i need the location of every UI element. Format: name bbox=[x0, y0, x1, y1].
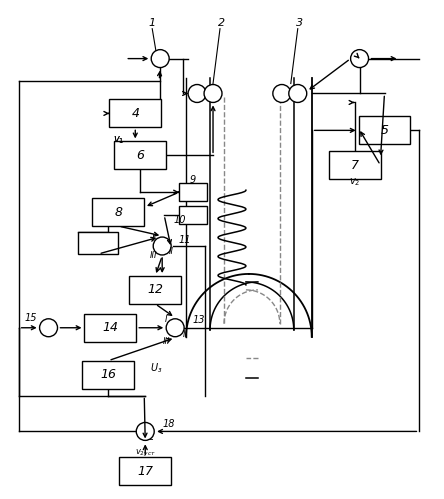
Text: –: – bbox=[147, 435, 153, 445]
Text: 15: 15 bbox=[24, 313, 37, 323]
Text: 4: 4 bbox=[131, 107, 139, 120]
Bar bbox=[79, 232, 118, 254]
Circle shape bbox=[40, 319, 58, 337]
Text: I: I bbox=[165, 315, 167, 324]
Text: 6: 6 bbox=[136, 149, 144, 162]
Circle shape bbox=[204, 84, 222, 102]
Text: $v_{2уст}$: $v_{2уст}$ bbox=[135, 448, 156, 459]
Bar bbox=[329, 151, 381, 179]
Circle shape bbox=[166, 319, 184, 337]
Text: 1: 1 bbox=[149, 17, 156, 28]
Circle shape bbox=[351, 49, 369, 67]
Text: 8: 8 bbox=[114, 206, 123, 219]
Text: II: II bbox=[169, 248, 174, 256]
Text: $U_з$: $U_з$ bbox=[150, 361, 163, 375]
Text: 18: 18 bbox=[162, 420, 174, 430]
Circle shape bbox=[188, 84, 206, 102]
Text: 16: 16 bbox=[100, 368, 116, 381]
Text: 10: 10 bbox=[174, 215, 186, 225]
Text: 2: 2 bbox=[218, 17, 226, 28]
Text: 5: 5 bbox=[381, 124, 388, 137]
Circle shape bbox=[273, 84, 291, 102]
Text: II: II bbox=[182, 330, 188, 339]
Bar bbox=[179, 183, 207, 201]
Text: $v_1$: $v_1$ bbox=[113, 134, 124, 146]
Text: I: I bbox=[152, 234, 155, 243]
Text: 12: 12 bbox=[147, 283, 163, 296]
Text: $v_2$: $v_2$ bbox=[349, 176, 360, 188]
Text: 14: 14 bbox=[103, 321, 119, 334]
Text: 3: 3 bbox=[296, 17, 303, 28]
Text: 11: 11 bbox=[178, 235, 190, 245]
Circle shape bbox=[136, 423, 154, 441]
Bar bbox=[359, 116, 410, 144]
Bar bbox=[115, 141, 166, 169]
Bar bbox=[83, 361, 134, 389]
Text: 9: 9 bbox=[190, 175, 196, 185]
Text: III: III bbox=[150, 251, 157, 260]
Text: 13: 13 bbox=[192, 315, 205, 325]
Bar bbox=[109, 99, 161, 127]
Text: III: III bbox=[163, 337, 170, 346]
Text: $v_1$: $v_1$ bbox=[113, 134, 124, 146]
Bar bbox=[179, 206, 207, 224]
Circle shape bbox=[153, 237, 171, 255]
Text: 17: 17 bbox=[137, 465, 153, 478]
Bar bbox=[92, 198, 144, 226]
Bar bbox=[129, 276, 181, 304]
Text: 7: 7 bbox=[351, 159, 359, 172]
Bar bbox=[84, 314, 136, 342]
Bar bbox=[119, 458, 171, 485]
Circle shape bbox=[289, 84, 307, 102]
Circle shape bbox=[151, 49, 169, 67]
